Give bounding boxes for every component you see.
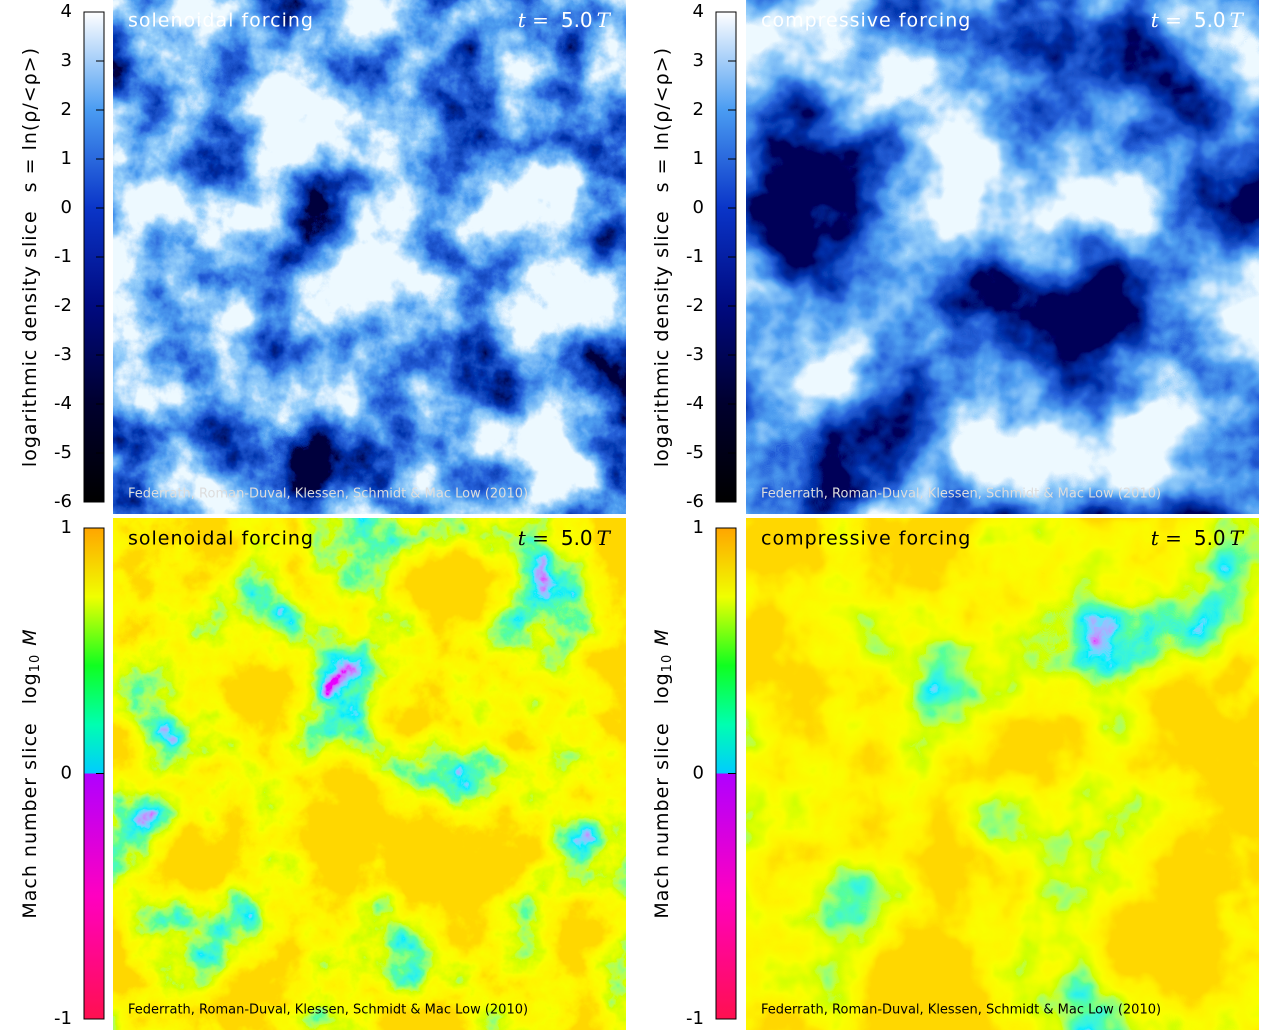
colorbar-quantity: M bbox=[651, 628, 673, 645]
colorbar-quantity: 10 bbox=[660, 654, 675, 673]
colorbar-label: logarithmic density slice s = ln(ρ/<ρ>) bbox=[651, 47, 673, 467]
tick-label: -1 bbox=[686, 1008, 704, 1029]
credit: Federrath, Roman-Duval, Klessen, Schmidt… bbox=[761, 487, 1161, 502]
time-symbol: t = bbox=[518, 8, 549, 32]
credit: Federrath, Roman-Duval, Klessen, Schmidt… bbox=[128, 487, 528, 502]
tick-label: -1 bbox=[686, 246, 704, 267]
tick-label: -6 bbox=[686, 491, 704, 512]
tick-label: -2 bbox=[54, 295, 72, 316]
tick-label: 1 bbox=[693, 148, 704, 169]
tick-label: -1 bbox=[54, 246, 72, 267]
tick-label: 2 bbox=[61, 99, 72, 120]
time-label: t = 5.0 T bbox=[518, 8, 612, 32]
time-value: 5.0 bbox=[1194, 526, 1226, 550]
tick-label: 3 bbox=[693, 50, 704, 71]
tick-label: 0 bbox=[693, 197, 704, 218]
colorbar-label: logarithmic density slice s = ln(ρ/<ρ>) bbox=[19, 47, 41, 467]
time-unit: T bbox=[1230, 526, 1245, 550]
time-unit: T bbox=[597, 526, 612, 550]
panel-title: solenoidal forcing bbox=[128, 10, 314, 32]
colorbar-quantity: log bbox=[19, 672, 41, 704]
tick-label: -4 bbox=[54, 393, 72, 414]
panel: solenoidal forcing t = 5.0 T Federrath, Roma… bbox=[19, 0, 626, 514]
simulation-slice bbox=[746, 518, 1259, 1030]
tick-label: 0 bbox=[693, 763, 704, 784]
colorbar-quantity: log bbox=[651, 672, 673, 704]
tick-label: 4 bbox=[61, 1, 72, 22]
panel-title: compressive forcing bbox=[761, 10, 971, 32]
tick-label: -6 bbox=[54, 491, 72, 512]
credit: Federrath, Roman-Duval, Klessen, Schmidt… bbox=[128, 1003, 528, 1018]
panel: compressive forcing t = 5.0 T Federrath, Rom… bbox=[651, 0, 1259, 514]
simulation-slice bbox=[113, 0, 626, 514]
time-unit: T bbox=[597, 8, 612, 32]
tick-label: 2 bbox=[693, 99, 704, 120]
time-value: 5.0 bbox=[1194, 8, 1226, 32]
tick-label: -2 bbox=[686, 295, 704, 316]
colorbar-quantity: s = ln(ρ/<ρ>) bbox=[651, 47, 673, 192]
panel-title: solenoidal forcing bbox=[128, 528, 314, 550]
time-label: t = 5.0 T bbox=[1151, 8, 1245, 32]
tick-label: -1 bbox=[54, 1008, 72, 1029]
simulation-slice bbox=[746, 0, 1259, 514]
colorbar-label: Mach number slice log10 M bbox=[651, 628, 675, 918]
tick-label: 3 bbox=[61, 50, 72, 71]
colorbar-label-text: Mach number slice bbox=[651, 722, 673, 918]
tick-label: 0 bbox=[61, 197, 72, 218]
colorbar-label-text: logarithmic density slice bbox=[651, 210, 673, 467]
time-symbol: t = bbox=[1151, 526, 1182, 550]
colorbar-label-text: logarithmic density slice bbox=[19, 210, 41, 467]
tick-label: -3 bbox=[686, 344, 704, 365]
colorbar-label: Mach number slice log10 M bbox=[19, 628, 43, 918]
tick-label: -5 bbox=[54, 442, 72, 463]
tick-label: 1 bbox=[61, 517, 72, 538]
time-label: t = 5.0 T bbox=[518, 526, 612, 550]
credit: Federrath, Roman-Duval, Klessen, Schmidt… bbox=[761, 1003, 1161, 1018]
time-value: 5.0 bbox=[561, 8, 593, 32]
tick-label: -4 bbox=[686, 393, 704, 414]
time-symbol: t = bbox=[518, 526, 549, 550]
panel-title: compressive forcing bbox=[761, 528, 971, 550]
panel: solenoidal forcing t = 5.0 T Federrath, Roma… bbox=[19, 517, 626, 1030]
simulation-slice bbox=[113, 518, 626, 1030]
time-symbol: t = bbox=[1151, 8, 1182, 32]
colorbar-quantity: M bbox=[19, 628, 41, 645]
time-unit: T bbox=[1230, 8, 1245, 32]
tick-label: 1 bbox=[693, 517, 704, 538]
time-value: 5.0 bbox=[561, 526, 593, 550]
tick-label: 4 bbox=[693, 1, 704, 22]
tick-label: -3 bbox=[54, 344, 72, 365]
panel: compressive forcing t = 5.0 T Federrath, Rom… bbox=[651, 517, 1259, 1030]
colorbar-quantity: s = ln(ρ/<ρ>) bbox=[19, 47, 41, 192]
tick-label: -5 bbox=[686, 442, 704, 463]
colorbar-quantity: 10 bbox=[28, 654, 43, 673]
colorbar-label-text: Mach number slice bbox=[19, 722, 41, 918]
time-label: t = 5.0 T bbox=[1151, 526, 1245, 550]
tick-label: 1 bbox=[61, 148, 72, 169]
tick-label: 0 bbox=[61, 763, 72, 784]
